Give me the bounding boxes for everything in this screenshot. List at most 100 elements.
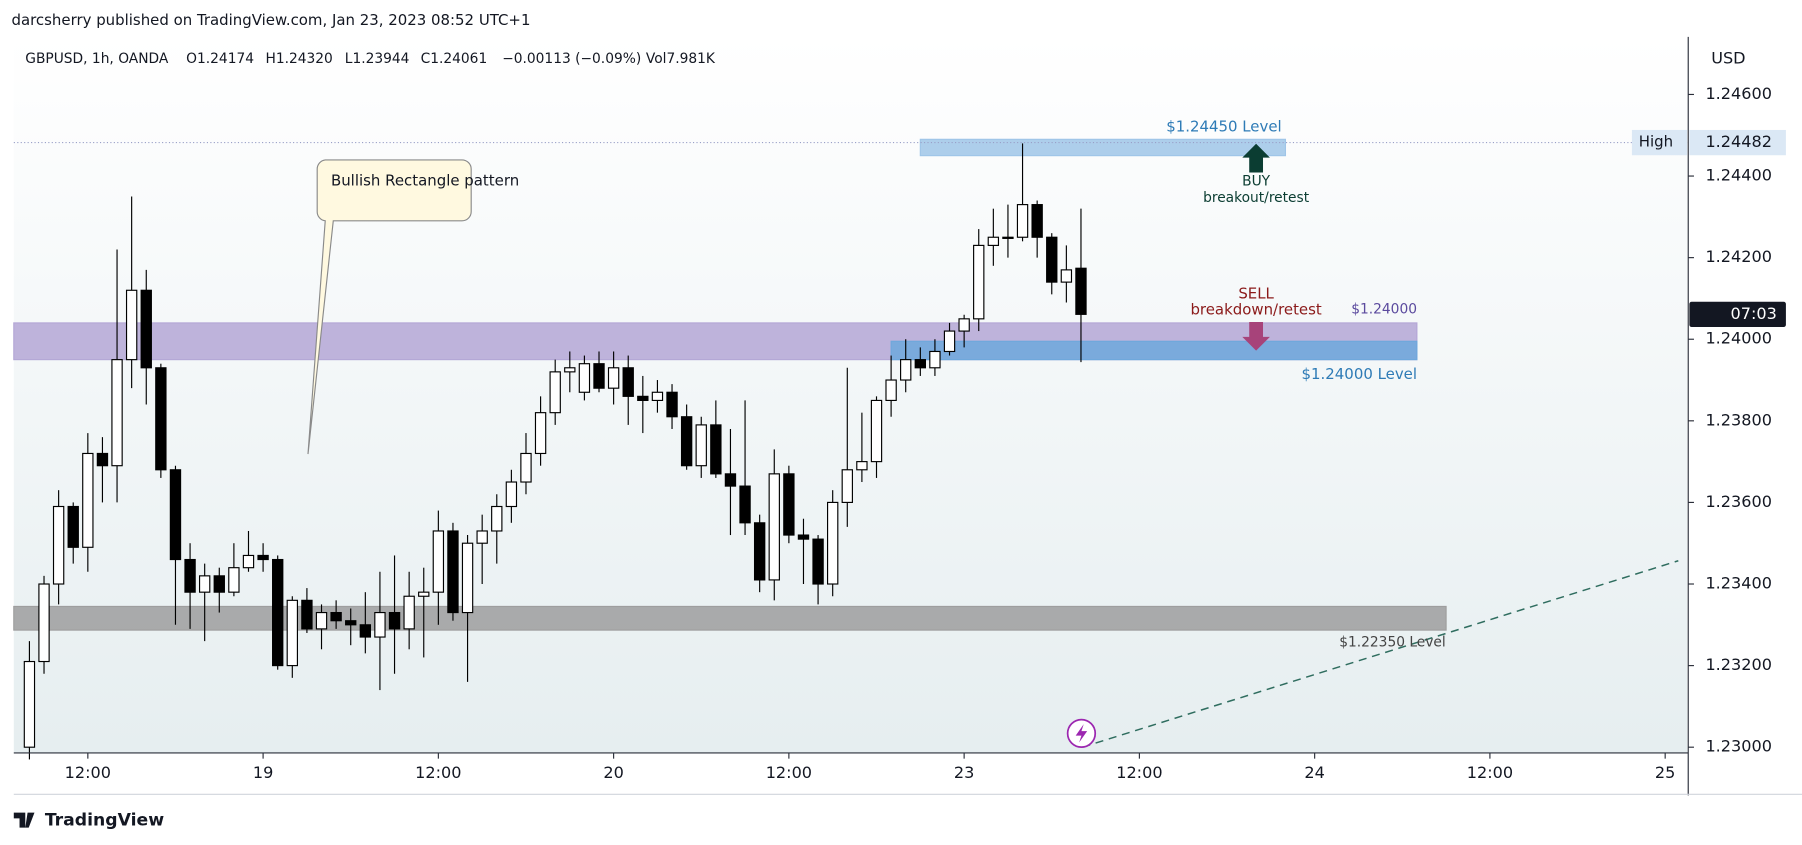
candle-body (885, 379, 897, 402)
high-price-tag (1689, 129, 1786, 156)
candle-body (783, 473, 795, 536)
candle-body (96, 452, 109, 467)
volume: Vol7.981K (646, 51, 716, 67)
candle-body (578, 363, 591, 393)
candle-body (710, 424, 722, 475)
trendline (1082, 560, 1679, 748)
brand: TradingView (45, 811, 164, 831)
candle-body (1060, 269, 1073, 283)
candle-body (520, 452, 532, 483)
ohlc: C1.24061 (421, 51, 488, 67)
candle-body (593, 363, 605, 389)
candle-body (973, 244, 985, 320)
candle-body (111, 359, 123, 467)
sell-label: SELL (1238, 284, 1274, 302)
candle-body (359, 624, 372, 638)
candle-body (169, 469, 182, 561)
candle-body (82, 452, 94, 548)
candle-body (651, 391, 664, 402)
x-tick-label: 12:00 (65, 763, 111, 782)
ohlc: −0.00113 (−0.09%) (502, 51, 641, 67)
branding: TradingView (13, 811, 164, 831)
x-tick-label: 24 (1304, 763, 1324, 782)
candle-body (330, 611, 342, 622)
level-label: $1.24000 Level (1302, 365, 1417, 383)
candle-body (476, 530, 488, 544)
candle-body (827, 501, 839, 585)
candle-body (841, 469, 853, 503)
candle-body (125, 289, 138, 361)
y-tick-label: 1.23800 (1705, 410, 1772, 429)
candle-body (680, 416, 693, 467)
candle-body (549, 371, 561, 414)
candle-body (870, 399, 883, 463)
logo (13, 812, 35, 828)
candle-body (1002, 236, 1014, 239)
countdown-tag (1689, 301, 1786, 327)
event-icon-bolt (1075, 724, 1088, 743)
candle-body (38, 583, 50, 663)
candle-body (812, 538, 824, 585)
candle-body (724, 473, 737, 487)
candle-body (257, 554, 269, 561)
callout-box (307, 159, 472, 455)
currency: USD (1711, 48, 1745, 67)
buy-sub: breakout/retest (1203, 190, 1310, 206)
candle-body (140, 289, 152, 369)
candle-body (213, 575, 225, 593)
y-tick-label: 1.24000 (1705, 329, 1772, 348)
candle-body (637, 395, 649, 402)
candle-body (461, 542, 474, 614)
level-label: $1.24450 Level (1166, 118, 1281, 136)
candle-body (315, 611, 328, 630)
price-note: $1.24000 (1351, 301, 1417, 317)
x-tick-label: 20 (603, 763, 623, 782)
candle-body (943, 330, 956, 353)
candle-body (987, 236, 1000, 246)
ohlc: O1.24174 (186, 51, 254, 67)
candle-body (753, 522, 766, 581)
y-tick-label: 1.23200 (1705, 655, 1772, 674)
candle-body (67, 505, 79, 548)
ohlc: L1.23944 (345, 51, 410, 67)
y-tick-label: 1.24400 (1705, 166, 1772, 185)
candle-body (505, 481, 518, 508)
candle-body (491, 505, 503, 532)
symbol: GBPUSD, 1h, OANDA (25, 51, 169, 67)
x-tick-label: 25 (1655, 763, 1675, 782)
candle-body (958, 318, 970, 332)
buy-label: BUY (1242, 174, 1271, 190)
candle-body (768, 473, 780, 581)
buy-arrow (1242, 143, 1270, 173)
candle-body (856, 461, 868, 471)
candle-body (739, 485, 751, 524)
x-tick-label: 12:00 (1116, 763, 1162, 782)
candle-body (929, 350, 941, 369)
candle-body (345, 620, 357, 626)
published: darcsherry published on TradingView.com,… (11, 11, 530, 29)
candle-body (564, 367, 576, 373)
candles: 07:03 (23, 143, 1786, 760)
candle-body (228, 567, 240, 593)
candle-body (666, 391, 678, 418)
candle-body (914, 359, 927, 369)
candle-body (1046, 236, 1058, 283)
candle-body (52, 505, 65, 585)
axes: 1.24600 1.24400 1.24200 1.24000 1.23800 1.236… (13, 84, 1786, 782)
callout-text: Bullish Rectangle pattern (331, 172, 519, 190)
sell-arrow (1242, 321, 1270, 351)
candle-body (198, 575, 211, 593)
x-tick-label: 12:00 (1467, 763, 1513, 782)
candle-body (447, 530, 459, 614)
candle-body (1031, 204, 1043, 238)
y-tick-label: 1.24200 (1705, 247, 1772, 266)
x-tick-label: 19 (253, 763, 273, 782)
high-price: 1.24482 (1705, 132, 1772, 151)
zone (919, 138, 1287, 157)
candle-body (607, 367, 620, 389)
candle-body (184, 558, 196, 593)
sell-sub: breakdown/retest (1190, 300, 1321, 318)
candle-body (403, 595, 415, 630)
